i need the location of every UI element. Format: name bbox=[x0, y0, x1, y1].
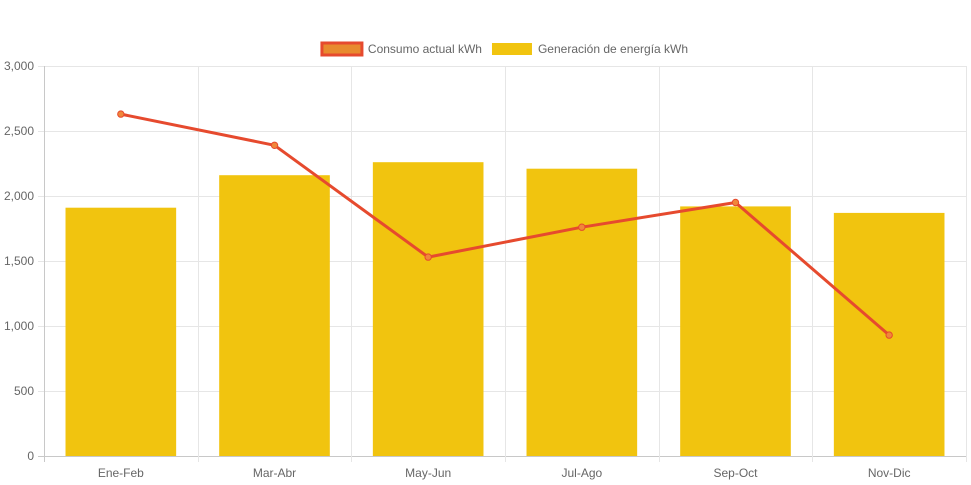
point-consumo[interactable] bbox=[731, 198, 740, 207]
y-tick-label: 1,000 bbox=[4, 319, 34, 333]
y-tick-label: 2,000 bbox=[4, 189, 34, 203]
legend-label-generacion[interactable]: Generación de energía kWh bbox=[538, 42, 688, 56]
legend-label-consumo[interactable]: Consumo actual kWh bbox=[368, 42, 482, 56]
point-consumo[interactable] bbox=[578, 223, 586, 231]
point-consumo[interactable] bbox=[885, 331, 893, 339]
legend-swatch-consumo[interactable] bbox=[320, 41, 364, 57]
bar-generacion[interactable] bbox=[372, 162, 484, 456]
y-tick-label: 1,500 bbox=[4, 254, 34, 268]
y-tick-label: 3,000 bbox=[4, 59, 34, 73]
y-tick-label: 500 bbox=[14, 384, 34, 398]
line-series bbox=[117, 110, 893, 339]
axes: 0 500 1,000 1,500 2,000 2,500 3,000 Ene-Feb Mar-… bbox=[4, 59, 911, 480]
x-tick-label: Sep-Oct bbox=[713, 466, 758, 480]
point-consumo[interactable] bbox=[424, 253, 432, 261]
legend-swatch-generacion[interactable] bbox=[491, 43, 532, 55]
x-tick-label: Ene-Feb bbox=[98, 466, 144, 480]
legend[interactable]: Consumo actual kWh Generación de energía… bbox=[320, 41, 688, 57]
x-tick-label: Nov-Dic bbox=[868, 466, 911, 480]
point-consumo[interactable] bbox=[117, 110, 125, 118]
point-consumo[interactable] bbox=[270, 141, 279, 150]
y-tick-label: 0 bbox=[27, 449, 34, 463]
gridlines bbox=[38, 66, 967, 462]
x-tick-label: Jul-Ago bbox=[561, 466, 602, 480]
bar-generacion[interactable] bbox=[526, 168, 638, 456]
x-tick-label: May-Jun bbox=[405, 466, 451, 480]
bar-generacion[interactable] bbox=[219, 175, 330, 456]
bar-generacion[interactable] bbox=[680, 206, 791, 456]
bar-generacion[interactable] bbox=[65, 207, 177, 456]
y-tick-label: 2,500 bbox=[4, 124, 34, 138]
x-tick-label: Mar-Abr bbox=[253, 466, 296, 480]
line-consumo bbox=[120, 112, 891, 337]
